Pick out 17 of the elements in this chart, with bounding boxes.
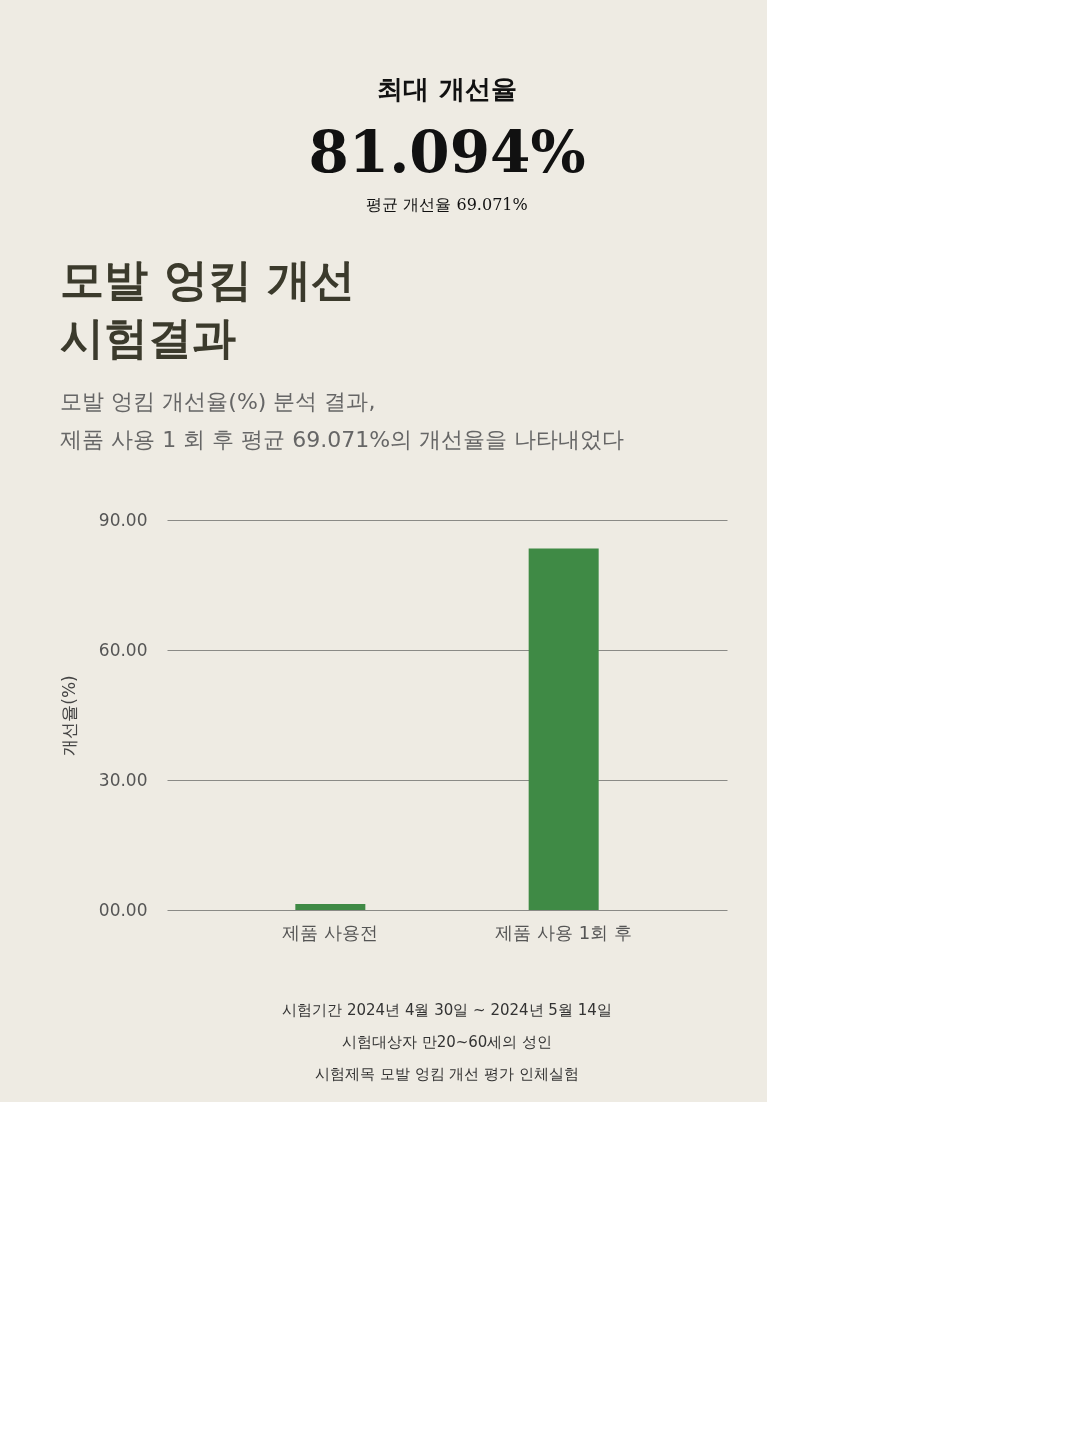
text: 시험기간 2024년 4월 30일 ~ 2024년 5월 14일 (282, 1001, 612, 1019)
text: 최대 개선율 (377, 74, 517, 104)
x-tick-label: 제품 사용전 (282, 921, 379, 943)
text: 시험결과 (60, 312, 237, 363)
text: 모발 엉킴 개선 (60, 254, 355, 305)
text: 시험대상자 만20~60세의 성인 (341, 1033, 553, 1051)
x-tick-label: 제품 사용 1회 후 (495, 921, 632, 943)
text: 시험제목 모발 엉킴 개선 평가 인체실험 (315, 1065, 579, 1083)
y-axis-title: 개선율(%) (58, 675, 79, 756)
y-tick-label: 60.00 (98, 639, 148, 660)
text: 제품 사용 1 회 후 평균 69.071%의 개선율을 나타내었다 (60, 427, 625, 452)
text: 평균 개선율 69.071% (366, 195, 528, 214)
y-tick-label: 30.00 (98, 769, 148, 790)
text: 모발 엉킴 개선율(%) 분석 결과, (60, 389, 376, 414)
y-tick-label: 00.00 (98, 899, 148, 920)
text: 81.094% (308, 118, 586, 186)
y-tick-label: 90.00 (98, 509, 148, 530)
